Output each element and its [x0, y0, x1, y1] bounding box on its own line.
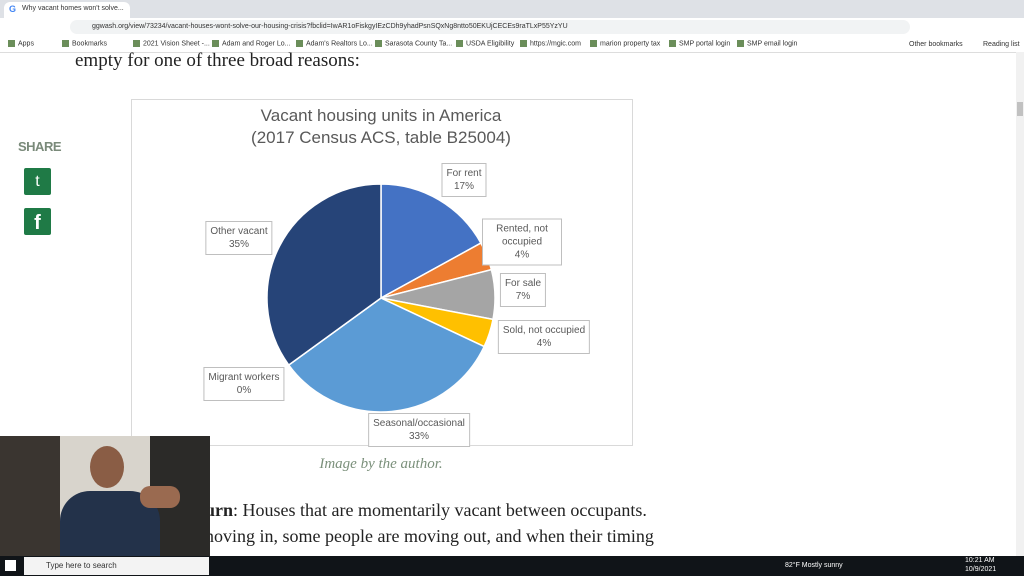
other-bookmarks[interactable]: Other bookmarks — [909, 41, 963, 48]
webcam-video[interactable] — [0, 436, 210, 556]
bookmark-icon — [669, 40, 676, 47]
label-category: For rent — [446, 168, 482, 179]
facebook-button[interactable]: f — [24, 208, 51, 235]
bookmark-icon — [62, 40, 69, 47]
share-label: SHARE — [18, 139, 62, 154]
data-label: Migrant workers 0% — [203, 367, 285, 401]
paragraph-line: urn: Houses that are momentarily vacant … — [205, 500, 647, 521]
bookmark-icon — [375, 40, 382, 47]
label-value: 4% — [514, 249, 530, 261]
label-value: 0% — [236, 385, 252, 396]
bookmark[interactable]: Sarasota County Ta... — [375, 40, 452, 47]
label-category: Rented, not occupied — [496, 223, 548, 248]
bookmark-label: SMP email login — [747, 40, 798, 48]
bookmark-label: USDA Eligibility — [466, 40, 515, 48]
address-bar[interactable]: ggwash.org/view/73234/vacant-houses-wont… — [70, 20, 910, 34]
label-category: For sale — [504, 278, 542, 289]
data-label: Other vacant 35% — [205, 221, 273, 255]
bookmark[interactable]: Adam and Roger Lo... — [212, 40, 291, 47]
bookmark[interactable]: https://mgic.com — [520, 40, 581, 47]
favicon: G — [9, 4, 17, 14]
scrollbar[interactable] — [1016, 52, 1024, 556]
bookmark-icon — [590, 40, 597, 47]
label-category: Migrant workers — [208, 372, 280, 383]
bookmark-label: marion property tax — [600, 40, 661, 48]
weather[interactable]: 82°F Mostly sunny — [785, 562, 843, 569]
search-box[interactable]: Type here to search — [24, 557, 209, 575]
bookmark-label: Adam's Realtors Lo... — [306, 40, 373, 48]
intro-text: empty for one of three broad reasons: — [75, 50, 360, 71]
url: ggwash.org/view/73234/vacant-houses-wont… — [92, 23, 568, 30]
chart-title: Vacant housing units in America — [261, 106, 502, 125]
bookmark-icon — [212, 40, 219, 47]
data-label: For rent 17% — [441, 163, 487, 197]
bookmark-label: SMP portal login — [679, 40, 731, 48]
taskbar: Type here to search 82°F Mostly sunny 10… — [0, 556, 1024, 576]
label-value: 4% — [536, 338, 552, 349]
bookmark-icon — [456, 40, 463, 47]
twitter-button[interactable]: t — [24, 168, 51, 195]
tab-title: Why vacant homes won't solve... — [22, 5, 124, 12]
label-category: Seasonal/occasional — [373, 418, 465, 429]
bookmarks-bar: Apps Bookmarks 2021 Vision Sheet -... Adam … — [0, 36, 1024, 53]
label-value: 17% — [453, 181, 475, 192]
bookmark[interactable]: 2021 Vision Sheet -... — [133, 40, 210, 47]
tab-bar — [0, 0, 1024, 18]
clock-time: 10:21 AM — [965, 557, 995, 564]
label-category: Other vacant — [210, 226, 268, 237]
text: : Houses that are momentarily vacant bet… — [233, 500, 647, 520]
bookmark-icon — [133, 40, 140, 47]
search-placeholder: Type here to search — [46, 561, 117, 570]
clock-date: 10/9/2021 — [965, 566, 997, 573]
bookmark-icon — [8, 40, 15, 47]
data-label: Rented, not occupied 4% — [482, 218, 562, 266]
bookmark-label: Sarasota County Ta... — [385, 40, 453, 48]
chart-subtitle: (2017 Census ACS, table B25004) — [251, 128, 511, 147]
bookmark-label: https://mgic.com — [530, 40, 581, 48]
bookmark[interactable]: Apps — [8, 40, 34, 47]
bold-term: urn — [205, 500, 234, 520]
label-value: 33% — [408, 431, 430, 442]
pie-slice — [287, 297, 486, 413]
bookmark-icon — [520, 40, 527, 47]
data-label: Sold, not occupied 4% — [497, 320, 591, 354]
label-value: 35% — [228, 239, 250, 250]
start-button[interactable] — [5, 560, 16, 571]
bookmark-label: Apps — [18, 40, 34, 48]
bookmark[interactable]: marion property tax — [590, 40, 660, 47]
bookmark-label: Adam and Roger Lo... — [222, 40, 291, 48]
bookmark[interactable]: USDA Eligibility — [456, 40, 514, 47]
data-label: Seasonal/occasional 33% — [368, 413, 470, 447]
bookmark-label: 2021 Vision Sheet -... — [143, 40, 210, 48]
pie-slice — [266, 183, 382, 367]
reading-list[interactable]: Reading list — [983, 41, 1020, 48]
bookmark[interactable]: Adam's Realtors Lo... — [296, 40, 373, 47]
bookmark[interactable]: SMP portal login — [669, 40, 730, 47]
paragraph-line: noving in, some people are moving out, a… — [205, 526, 654, 546]
bookmark[interactable]: Bookmarks — [62, 40, 107, 47]
caption: Image by the author. — [319, 456, 443, 472]
data-label: For sale 7% — [499, 273, 547, 307]
label-value: 7% — [515, 291, 531, 302]
bookmark-icon — [737, 40, 744, 47]
bookmark[interactable]: SMP email login — [737, 40, 797, 47]
label-category: Sold, not occupied — [502, 325, 586, 336]
pie-slice — [380, 183, 482, 300]
tab[interactable]: Why vacant homes won't solve... G — [4, 2, 130, 18]
bookmark-label: Bookmarks — [72, 40, 108, 48]
bookmark-icon — [296, 40, 303, 47]
